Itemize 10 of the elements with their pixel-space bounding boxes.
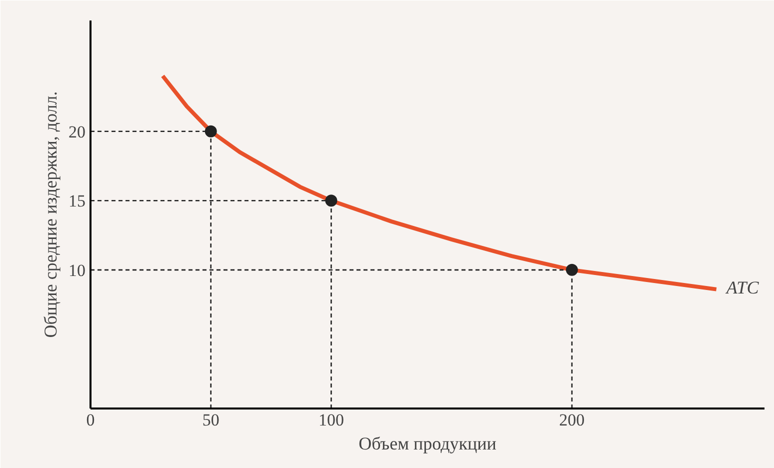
y-axis-title: Общие средние издержки, долл.: [40, 91, 60, 338]
x-tick-label: 200: [559, 410, 585, 430]
x-tick-label: 50: [202, 410, 220, 430]
series-label: ATC: [725, 277, 760, 298]
y-tick-label: 10: [68, 260, 86, 280]
x-tick-label: 100: [318, 410, 344, 430]
x-axis-title: Объем продукции: [358, 434, 497, 454]
x-tick-label: 0: [86, 410, 95, 430]
y-tick-label: 15: [68, 192, 86, 211]
y-tick-label: 20: [68, 122, 86, 142]
